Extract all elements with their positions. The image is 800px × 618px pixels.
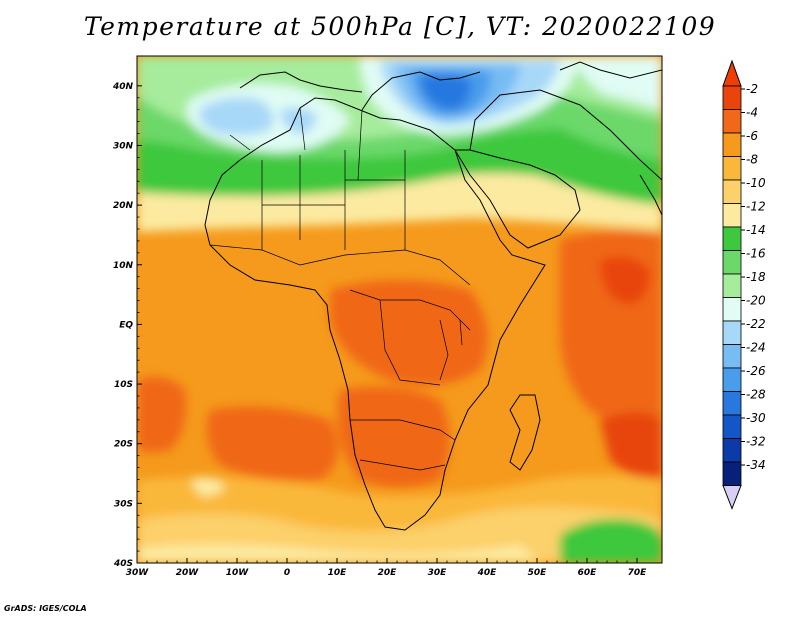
lat-label: 30N [113,141,134,151]
colorbar-swatch [722,391,742,416]
lat-label: 20S [114,440,133,450]
colorbar-swatch [722,203,742,228]
grads-credit: GrADS: IGES/COLA [4,604,87,613]
colorbar-label: -22 [746,317,766,331]
colorbar-label: -28 [746,388,766,402]
lon-label: 30W [126,568,150,578]
colorbar-label: -30 [746,411,766,425]
colorbar-swatch [722,367,742,392]
colorbar-label: -10 [746,176,766,190]
map-title: Temperature at 500hPa [C], VT: 202002210… [83,12,717,41]
colorbar-swatch [722,438,742,463]
country-borders [209,107,471,471]
colorbar-label: -24 [746,341,766,355]
colorbar-label: -4 [746,106,758,120]
colorbar-swatch [722,461,742,486]
colorbar-label: -20 [746,294,766,308]
colorbar-top-arrow [722,59,742,87]
lat-label: 10N [113,261,134,271]
colorbar-bottom-arrow [722,485,742,510]
lon-label: 0 [284,568,290,578]
lon-label: 30E [428,568,448,578]
colorbar-label: -2 [746,82,758,96]
colorbar: -2 -4 -6 -8 -10 -12 -14 -16 -18 -20 -22 -24 -26 -28 -3… [722,59,766,510]
lon-label: 60E [578,568,598,578]
colorbar-swatch [722,297,742,322]
lat-label: 10S [114,380,133,390]
colorbar-swatch [722,179,742,204]
colorbar-label: -8 [746,153,758,167]
colorbar-label: -32 [746,435,766,449]
lat-label: 40S [113,559,133,569]
map-frame [136,55,663,564]
lat-label: EQ [119,320,133,330]
colorbar-swatch [722,273,742,298]
lon-label: 20W [176,568,200,578]
colorbar-label: -12 [746,200,766,214]
colorbar-swatch [722,109,742,134]
lon-label: 10E [328,568,348,578]
lat-label: 30S [114,499,133,509]
lon-label: 20E [378,568,398,578]
lon-label: 70E [628,568,648,578]
colorbar-label: -34 [746,458,766,472]
colorbar-swatch [722,320,742,345]
lat-label: 40N [112,82,134,92]
colorbar-label: -18 [746,270,766,284]
colorbar-label: -26 [746,364,766,378]
colorbar-label: -14 [746,223,766,237]
temperature-field [137,56,662,563]
colorbar-swatch [722,226,742,251]
colorbar-swatch [722,85,742,110]
colorbar-swatch [722,132,742,157]
colorbar-swatch [722,250,742,275]
lon-label: 10W [226,568,250,578]
colorbar-swatch [722,344,742,369]
colorbar-label: -16 [746,247,766,261]
colorbar-label: -6 [746,129,758,143]
colorbar-swatch [722,414,742,439]
map-axes: 30W 20W 10W 0 10E 20E 30E 40E 50E 60E 70E 40N 30N 20N… [112,55,648,578]
colorbar-swatch [722,156,742,181]
lon-label: 50E [528,568,548,578]
lat-label: 20N [113,201,134,211]
lon-label: 40E [477,568,498,578]
